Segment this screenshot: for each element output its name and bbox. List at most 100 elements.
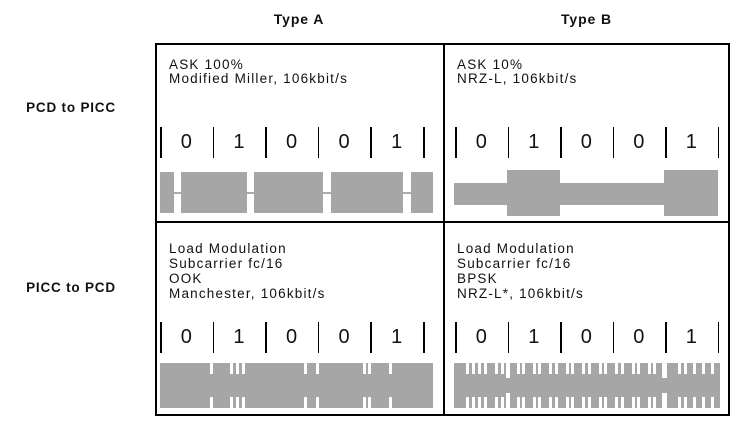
waveform-bpsk-subcarrier-notch-top	[702, 363, 705, 374]
bit-ruler-type-b-picc-bit-label: 0	[580, 326, 592, 348]
bit-ruler-type-b-pcd-tick	[507, 127, 509, 158]
bit-ruler-type-b-picc-tick	[612, 322, 614, 353]
bit-ruler-type-a-pcd-bit-label: 1	[233, 131, 245, 153]
waveform-bpsk-subcarrier-notch-bottom	[711, 397, 714, 408]
coding-label: NRZ-L*, 106kbit/s	[457, 286, 584, 301]
waveform-ook-manchester-subcarrier-notch-bottom	[363, 397, 366, 408]
waveform-ook-manchester-subcarrier-notch-top	[304, 363, 307, 374]
waveform-bpsk-subcarrier-notch-top	[693, 363, 696, 374]
modulation-label: Load Modulation	[169, 241, 287, 256]
waveform-bpsk-subcarrier-notch-bottom	[653, 397, 656, 408]
waveform-ook-manchester-subcarrier-notch-top	[316, 363, 319, 374]
waveform-bpsk-subcarrier-notch-top	[472, 363, 475, 374]
waveform-ask100-modified-miller-segment	[254, 172, 323, 213]
waveform-bpsk-subcarrier-notch-bottom	[538, 397, 541, 408]
waveform-ask10-nrz-high-amplitude-block	[664, 170, 718, 216]
bit-ruler-type-b-picc-tick	[507, 322, 509, 353]
waveform-ask100-modified-miller-segment	[331, 172, 403, 213]
row-label-picc-to-pcd: PICC to PCD	[26, 280, 116, 295]
waveform-ask100-modified-miller-segment	[411, 172, 433, 213]
waveform-bpsk-subcarrier-notch-top	[538, 363, 541, 374]
waveform-ook-manchester-subcarrier-band	[160, 363, 433, 408]
cell-type-a-picc-description: Load Modulation Subcarrier fc/16 OOK Man…	[169, 241, 326, 301]
waveform-bpsk-subcarrier-notch-top	[566, 363, 569, 374]
waveform-bpsk-subcarrier-phase-gap-top	[662, 363, 667, 378]
coding-label: Manchester, 106kbit/s	[169, 286, 326, 301]
bit-ruler-type-a-pcd-tick	[265, 127, 267, 158]
waveform-bpsk-subcarrier-band	[454, 363, 720, 408]
waveform-bpsk-subcarrier-notch-bottom	[571, 397, 574, 408]
waveform-bpsk-subcarrier-notch-top	[549, 363, 552, 374]
bit-ruler-type-b-pcd-bit-label: 0	[633, 131, 645, 153]
waveform-ask100-modified-miller-segment	[160, 172, 174, 213]
waveform-ask100-modified-miller-pause-carrier-line	[323, 191, 331, 194]
bit-ruler-type-b-pcd-bit-label: 1	[685, 131, 697, 153]
waveform-bpsk-subcarrier-notch-bottom	[599, 397, 602, 408]
waveform-bpsk-subcarrier-notch-top	[522, 363, 525, 374]
modulation-label: Load Modulation	[457, 241, 575, 256]
column-divider	[443, 45, 445, 414]
modulation-label: ASK 100%	[169, 57, 244, 72]
waveform-ook-manchester-subcarrier-notch-top	[210, 363, 213, 374]
waveform-bpsk-subcarrier-notch-bottom	[582, 397, 585, 408]
waveform-bpsk-subcarrier-notch-bottom	[621, 397, 624, 408]
bit-ruler-type-a-picc-tick	[212, 322, 215, 353]
waveform-bpsk-subcarrier-notch-top	[582, 363, 585, 374]
bit-ruler-type-b-picc-tick	[717, 322, 719, 353]
waveform-bpsk-subcarrier-notch-bottom	[484, 397, 487, 408]
cell-type-b-pcd-description: ASK 10% NRZ-L, 106kbit/s	[457, 58, 577, 86]
bit-ruler-type-a-picc-bit-label: 0	[180, 326, 192, 348]
keying-label: BPSK	[457, 271, 498, 286]
bit-ruler-type-a-pcd-tick	[160, 127, 162, 158]
waveform-ook-manchester-subcarrier-notch-top	[368, 363, 371, 374]
bit-ruler-type-b-pcd-bit-label: 0	[475, 131, 487, 153]
subcarrier-label: Subcarrier fc/16	[169, 256, 284, 271]
waveform-bpsk-subcarrier-notch-top	[555, 363, 558, 374]
bit-ruler-type-a-pcd-bit-label: 0	[285, 131, 298, 153]
coding-label: Modified Miller, 106kbit/s	[169, 71, 349, 86]
waveform-bpsk-subcarrier-phase-gap-bottom	[662, 393, 667, 408]
waveform-bpsk-subcarrier-notch-bottom	[549, 397, 552, 408]
waveform-bpsk-subcarrier-notch-bottom	[566, 397, 569, 408]
waveform-bpsk-subcarrier-notch-bottom	[604, 397, 607, 408]
waveform-bpsk-subcarrier-notch-top	[711, 363, 714, 374]
waveform-bpsk-subcarrier-notch-top	[501, 363, 504, 374]
waveform-bpsk-subcarrier-notch-bottom	[478, 397, 481, 408]
waveform-ook-manchester-subcarrier-notch-bottom	[230, 397, 233, 408]
waveform-ook-manchester-subcarrier-notch-bottom	[236, 397, 239, 408]
bit-ruler-type-a-picc-tick	[160, 322, 162, 353]
bit-ruler-type-b-pcd-tick	[612, 127, 614, 158]
bit-ruler-type-b-pcd-bit-label: 1	[528, 131, 540, 153]
bit-ruler-type-a-pcd-bit-label: 0	[338, 131, 350, 153]
bit-ruler-type-a-pcd-tick	[423, 127, 425, 158]
waveform-bpsk-subcarrier-phase-gap-bottom	[505, 393, 510, 408]
bit-ruler-type-a-picc-tick	[317, 322, 320, 353]
bit-ruler-type-a-picc-bit-label: 0	[338, 326, 350, 348]
waveform-bpsk-subcarrier-notch-top	[621, 363, 624, 374]
bit-ruler-type-a-picc-bit-label: 1	[233, 326, 245, 348]
waveform-bpsk-subcarrier-notch-top	[678, 363, 681, 374]
bit-ruler-type-b-pcd-bit-label: 0	[580, 131, 592, 153]
waveform-bpsk-subcarrier-notch-bottom	[522, 397, 525, 408]
waveform-bpsk-subcarrier-notch-top	[533, 363, 536, 374]
keying-label: OOK	[169, 271, 203, 286]
bit-ruler-type-a-pcd-tick	[317, 127, 320, 158]
waveform-ook-manchester-subcarrier-notch-bottom	[389, 397, 392, 408]
bit-ruler-type-a-picc-bit-label: 1	[391, 326, 403, 348]
waveform-bpsk-subcarrier-notch-bottom	[678, 397, 681, 408]
bit-ruler-type-b-picc-bit-label: 0	[633, 326, 645, 348]
waveform-bpsk-subcarrier-notch-top	[632, 363, 635, 374]
waveform-ask100-modified-miller-segment	[181, 172, 247, 213]
waveform-bpsk-subcarrier-phase-gap-top	[505, 363, 510, 378]
waveform-bpsk-subcarrier-notch-bottom	[648, 397, 651, 408]
bit-ruler-type-b-picc-tick	[455, 322, 457, 353]
waveform-bpsk-subcarrier-notch-top	[466, 363, 469, 374]
waveform-bpsk-subcarrier-notch-bottom	[588, 397, 591, 408]
bit-ruler-type-b-picc-tick	[560, 322, 562, 353]
waveform-ook-manchester-subcarrier-notch-bottom	[304, 397, 307, 408]
bit-ruler-type-a-pcd-tick	[212, 127, 215, 158]
waveform-ook-manchester-subcarrier-notch-bottom	[210, 397, 213, 408]
cell-type-a-pcd-description: ASK 100% Modified Miller, 106kbit/s	[169, 58, 348, 86]
cell-type-b-picc-description: Load Modulation Subcarrier fc/16 BPSK NR…	[457, 241, 584, 301]
